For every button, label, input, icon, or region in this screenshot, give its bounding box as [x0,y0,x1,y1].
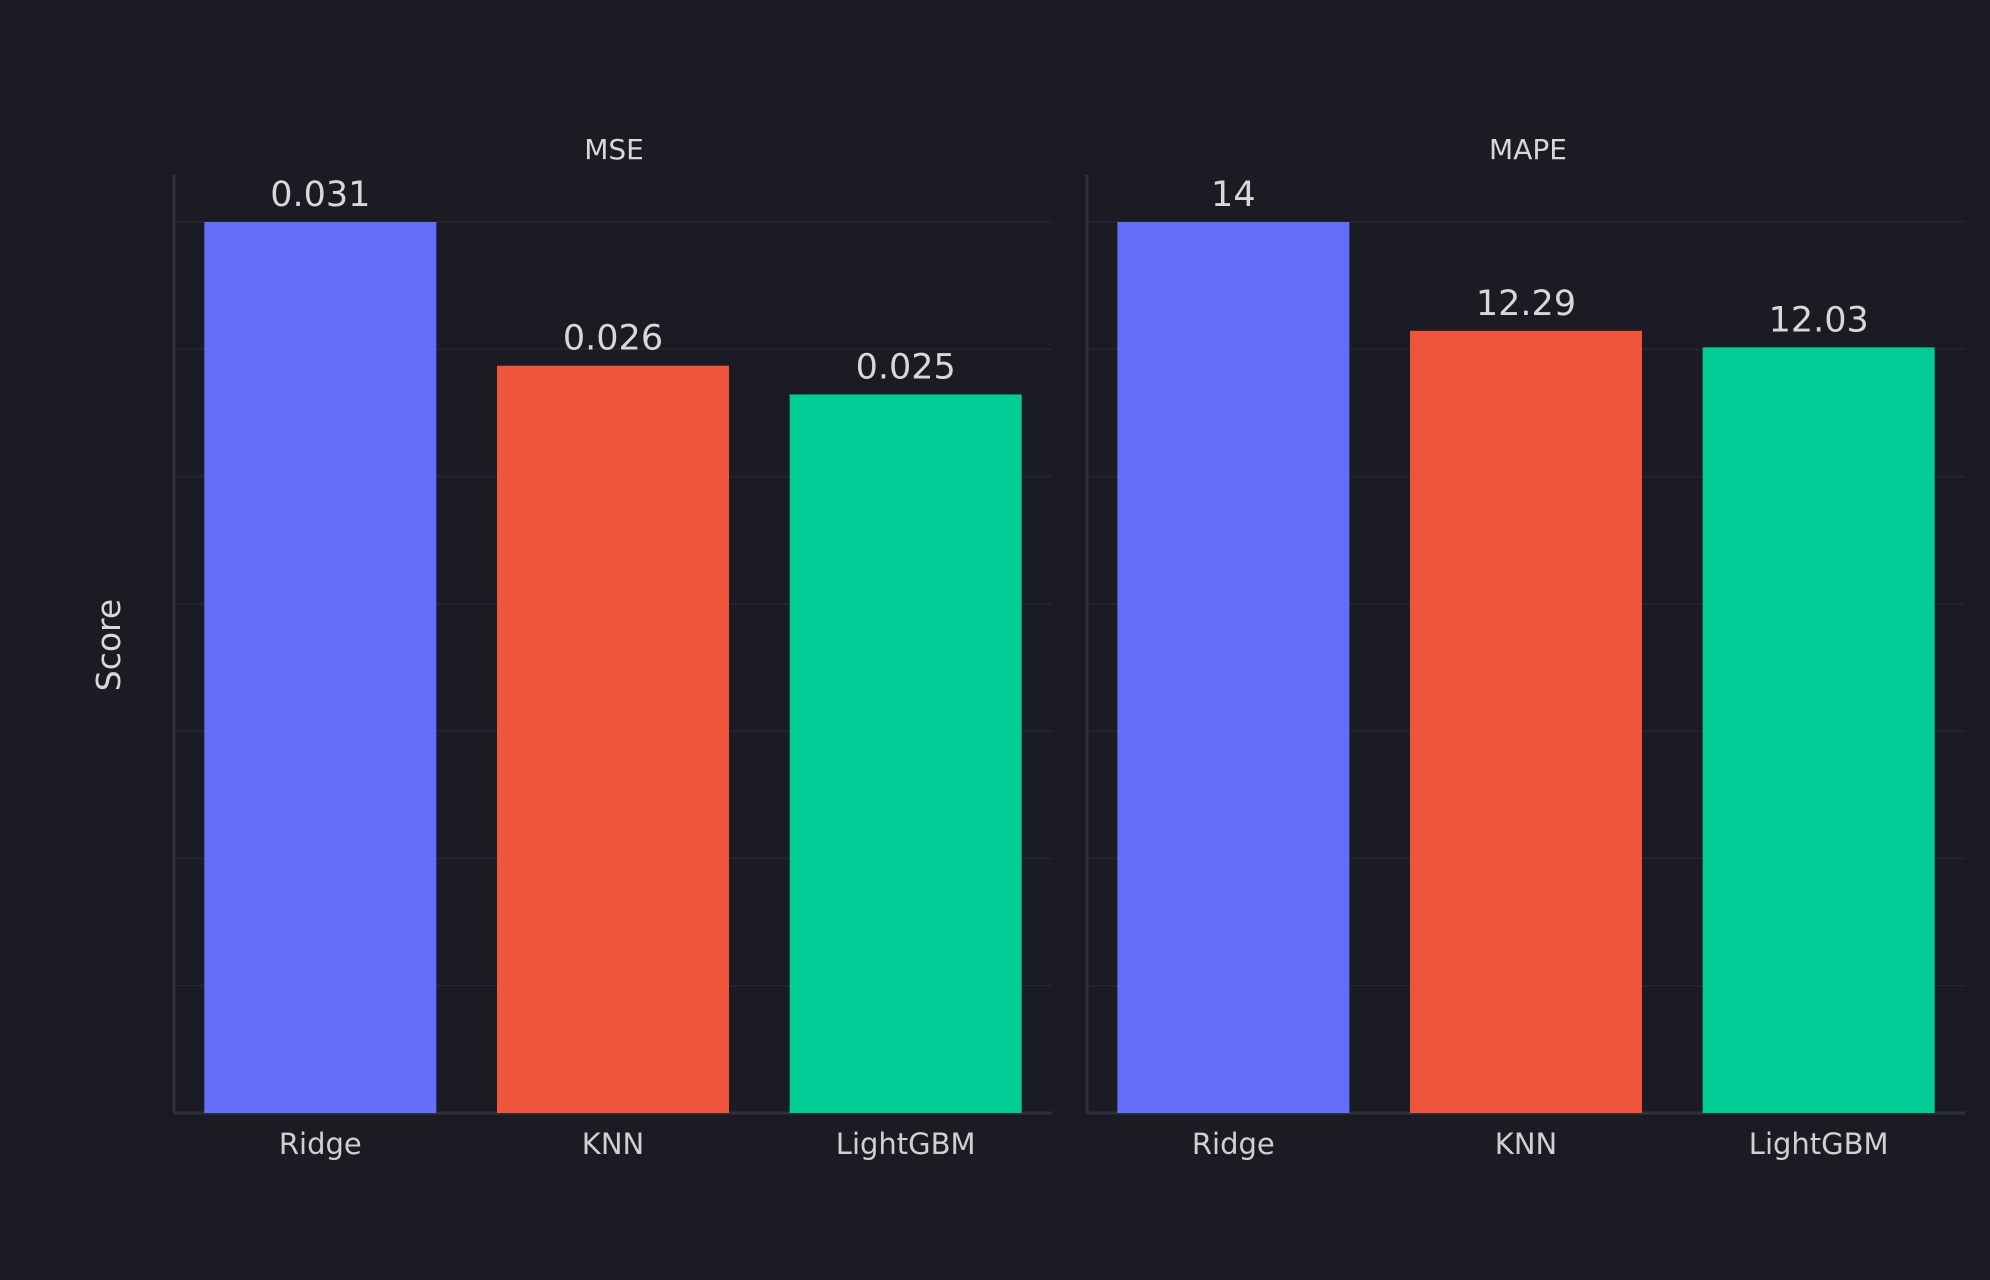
mse-data-label-ridge: 0.031 [270,175,370,215]
mse-x-tick-knn: KNN [582,1127,644,1161]
mse-labels: 0.031 Ridge 0.026 KNN 0.025 LightGBM [270,175,975,1161]
mape-bar-ridge [1117,222,1350,1113]
y-axis-title: Score [89,599,128,691]
mape-title: MAPE [1489,133,1567,166]
mape-data-label-ridge: 14 [1211,175,1256,215]
mape-data-label-lightgbm: 12.03 [1769,300,1869,340]
mse-data-label-knn: 0.026 [563,319,663,359]
subplot-mse: MSE 0.031 Ridge 0.026 KNN 0.025 LightGBM [172,133,1052,1161]
mse-title: MSE [584,133,644,166]
mse-bar-lightgbm [789,394,1022,1113]
mse-bars [204,222,1022,1113]
mse-bar-ridge [204,222,437,1113]
mse-x-tick-lightgbm: LightGBM [836,1127,976,1161]
mse-x-tick-ridge: Ridge [279,1127,362,1161]
mse-bar-knn [497,365,729,1113]
mape-data-label-knn: 12.29 [1476,284,1576,324]
mse-data-label-lightgbm: 0.025 [856,347,956,387]
mape-bar-knn [1410,330,1642,1113]
mape-x-tick-ridge: Ridge [1192,1127,1275,1161]
subplot-mape: MAPE 14 Ridge 12.29 KNN 12.03 LightGBM [1085,133,1965,1161]
mape-bars [1117,222,1935,1113]
mape-labels: 14 Ridge 12.29 KNN 12.03 LightGBM [1192,175,1889,1161]
mape-x-tick-knn: KNN [1495,1127,1557,1161]
mape-bar-lightgbm [1702,347,1935,1113]
mape-x-tick-lightgbm: LightGBM [1749,1127,1889,1161]
